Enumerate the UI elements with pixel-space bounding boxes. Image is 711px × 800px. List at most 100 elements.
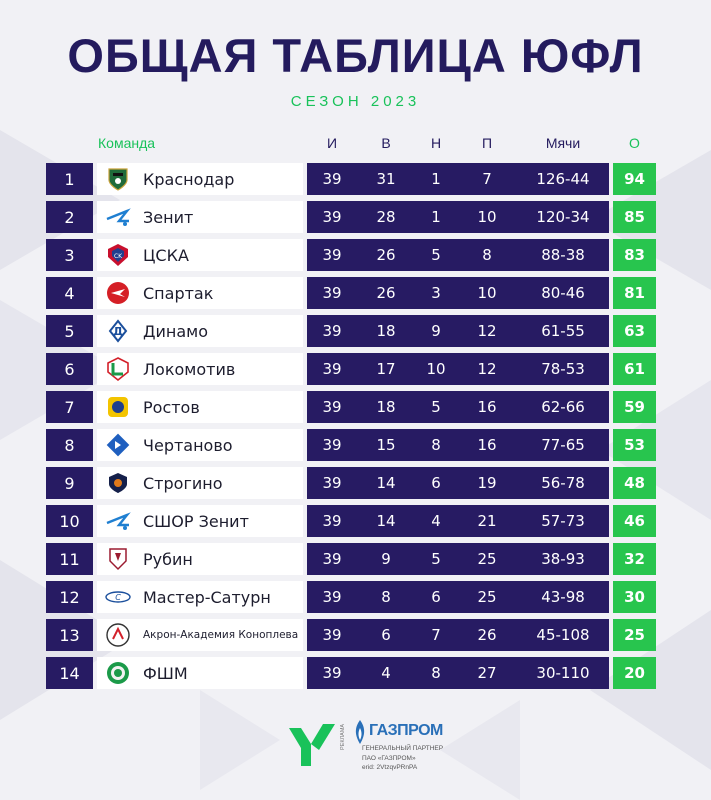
partner-company: ПАО «ГАЗПРОМ» xyxy=(362,755,416,762)
table-row: 3 CK ЦСКА 39 26 5 8 88-38 83 xyxy=(0,239,711,271)
table-row: 7 Ростов 39 18 5 16 62-66 59 xyxy=(0,391,711,423)
position-cell: 3 xyxy=(46,239,93,271)
stat-lost: 8 xyxy=(482,246,492,264)
header-team: Команда xyxy=(98,135,156,151)
dynamo-logo: Д xyxy=(105,318,131,344)
svg-text:С: С xyxy=(115,593,121,602)
svg-text:CK: CK xyxy=(114,253,123,260)
stat-won: 31 xyxy=(376,170,396,188)
team-cell: Чертаново xyxy=(97,429,303,461)
stat-won: 14 xyxy=(376,512,396,530)
stat-won: 15 xyxy=(376,436,396,454)
stat-goals: 57-73 xyxy=(541,512,585,530)
header-points: О xyxy=(629,135,640,151)
team-name: Рубин xyxy=(143,549,193,569)
stat-played: 39 xyxy=(322,664,342,682)
stat-won: 8 xyxy=(381,588,391,606)
team-name: Строгино xyxy=(143,473,223,493)
team-name: Краснодар xyxy=(143,169,235,189)
stat-played: 39 xyxy=(322,208,342,226)
stats-cell: 39 4 8 27 30-110 xyxy=(307,657,609,689)
stats-cell: 39 6 7 26 45-108 xyxy=(307,619,609,651)
yufl-logo xyxy=(289,724,335,766)
team-cell: Спартак xyxy=(97,277,303,309)
points-cell: 20 xyxy=(613,657,656,689)
position-cell: 6 xyxy=(46,353,93,385)
team-cell: Ростов xyxy=(97,391,303,423)
stats-cell: 39 26 5 8 88-38 xyxy=(307,239,609,271)
points-cell: 81 xyxy=(613,277,656,309)
position-cell: 9 xyxy=(46,467,93,499)
stat-drawn: 1 xyxy=(431,208,441,226)
stat-goals: 38-93 xyxy=(541,550,585,568)
team-cell: Рубин xyxy=(97,543,303,575)
header-played: И xyxy=(326,135,338,151)
header-won: В xyxy=(381,135,391,151)
stat-drawn: 10 xyxy=(426,360,446,378)
table-row: 14 ФШМ 39 4 8 27 30-110 20 xyxy=(0,657,711,689)
stat-won: 28 xyxy=(376,208,396,226)
stat-goals: 56-78 xyxy=(541,474,585,492)
stats-cell: 39 31 1 7 126-44 xyxy=(307,163,609,195)
table-row: 11 Рубин 39 9 5 25 38-93 32 xyxy=(0,543,711,575)
table-row: 9 Строгино 39 14 6 19 56-78 48 xyxy=(0,467,711,499)
table-row: 10 СШОР Зенит 39 14 4 21 57-73 46 xyxy=(0,505,711,537)
stat-won: 18 xyxy=(376,398,396,416)
stat-lost: 25 xyxy=(477,550,497,568)
stat-drawn: 8 xyxy=(431,436,441,454)
points-cell: 59 xyxy=(613,391,656,423)
stats-cell: 39 14 6 19 56-78 xyxy=(307,467,609,499)
stat-drawn: 8 xyxy=(431,664,441,682)
lokomotiv-logo xyxy=(105,356,131,382)
stat-lost: 16 xyxy=(477,398,497,416)
position-cell: 1 xyxy=(46,163,93,195)
stat-played: 39 xyxy=(322,512,342,530)
position-cell: 14 xyxy=(46,657,93,689)
stats-cell: 39 17 10 12 78-53 xyxy=(307,353,609,385)
team-name: Мастер-Сатурн xyxy=(143,587,271,607)
sshor-zenit-logo xyxy=(105,508,131,534)
table-row: 12 С Мастер-Сатурн 39 8 6 25 43-98 30 xyxy=(0,581,711,613)
master-saturn-logo: С xyxy=(105,584,131,610)
team-name: ФШМ xyxy=(143,663,188,683)
stat-drawn: 5 xyxy=(431,550,441,568)
points-cell: 83 xyxy=(613,239,656,271)
stat-drawn: 9 xyxy=(431,322,441,340)
stat-played: 39 xyxy=(322,550,342,568)
fshm-logo xyxy=(105,660,131,686)
stat-goals: 120-34 xyxy=(536,208,590,226)
stat-played: 39 xyxy=(322,436,342,454)
stat-played: 39 xyxy=(322,360,342,378)
team-cell: ФШМ xyxy=(97,657,303,689)
stat-drawn: 4 xyxy=(431,512,441,530)
cska-logo: CK xyxy=(105,242,131,268)
points-cell: 46 xyxy=(613,505,656,537)
spartak-logo xyxy=(105,280,131,306)
stat-won: 18 xyxy=(376,322,396,340)
points-cell: 63 xyxy=(613,315,656,347)
stat-goals: 43-98 xyxy=(541,588,585,606)
stat-played: 39 xyxy=(322,626,342,644)
stats-cell: 39 15 8 16 77-65 xyxy=(307,429,609,461)
stat-drawn: 6 xyxy=(431,474,441,492)
stat-drawn: 5 xyxy=(431,246,441,264)
stats-cell: 39 14 4 21 57-73 xyxy=(307,505,609,537)
table-row: 13 Акрон-Академия Коноплева 39 6 7 26 45-108 25 xyxy=(0,619,711,651)
stat-won: 17 xyxy=(376,360,396,378)
position-cell: 4 xyxy=(46,277,93,309)
stat-goals: 45-108 xyxy=(536,626,590,644)
rubin-logo xyxy=(105,546,131,572)
strogino-logo xyxy=(105,470,131,496)
header-goals: Мячи xyxy=(545,135,581,151)
points-cell: 94 xyxy=(613,163,656,195)
stat-played: 39 xyxy=(322,170,342,188)
position-cell: 10 xyxy=(46,505,93,537)
stat-lost: 16 xyxy=(477,436,497,454)
team-cell: С Мастер-Сатурн xyxy=(97,581,303,613)
stat-lost: 25 xyxy=(477,588,497,606)
stat-goals: 126-44 xyxy=(536,170,590,188)
stat-drawn: 6 xyxy=(431,588,441,606)
team-cell: Строгино xyxy=(97,467,303,499)
position-cell: 11 xyxy=(46,543,93,575)
team-cell: Локомотив xyxy=(97,353,303,385)
